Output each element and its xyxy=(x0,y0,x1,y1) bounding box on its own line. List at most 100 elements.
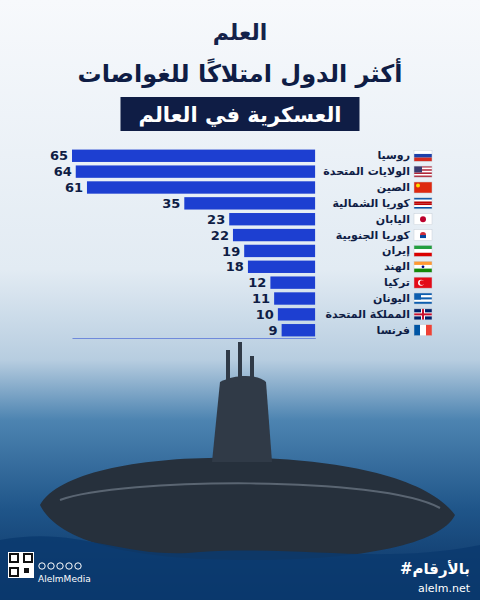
flag-part xyxy=(426,325,432,336)
flag-part xyxy=(414,265,432,269)
social-icon xyxy=(48,563,54,569)
flag-part xyxy=(414,150,432,154)
flag-part xyxy=(414,230,432,241)
data-label: 65 xyxy=(50,148,68,163)
bar xyxy=(87,181,315,193)
y-tick-label: كوريا الجنوبية xyxy=(336,229,411,242)
y-tick-label: روسيا xyxy=(377,149,410,162)
flag-part xyxy=(414,172,432,174)
logo: العلم xyxy=(213,20,267,45)
y-tick-label: اليونان xyxy=(373,292,410,305)
flag-part xyxy=(414,269,432,273)
flag-part xyxy=(414,302,432,304)
flag-part xyxy=(420,280,425,285)
data-label: 35 xyxy=(162,196,180,211)
submarine-sail xyxy=(212,376,272,462)
flag-part xyxy=(414,205,432,207)
bar xyxy=(184,197,315,209)
flag-part xyxy=(414,198,432,209)
flag-part xyxy=(414,198,432,200)
flag-part xyxy=(414,253,432,257)
flag-part xyxy=(422,309,424,320)
y-tick: الصين xyxy=(377,181,410,194)
qr-code xyxy=(8,552,34,578)
infographic: العلمأكثر الدول امتلاكًا للغواصاتالعسكري… xyxy=(0,0,480,600)
flag-part xyxy=(414,200,432,202)
bar xyxy=(248,261,315,273)
bar xyxy=(229,213,315,225)
bar xyxy=(244,245,315,257)
flag-part xyxy=(414,174,432,176)
flag-part xyxy=(414,214,432,225)
y-tick-label: الهند xyxy=(384,260,410,273)
qr-bg xyxy=(8,552,34,578)
submarine-mast xyxy=(226,350,230,380)
x-axis xyxy=(73,338,316,339)
submarine xyxy=(40,342,455,560)
social-icon xyxy=(75,563,81,569)
flag-part xyxy=(414,293,432,304)
flag xyxy=(414,261,432,272)
bar xyxy=(76,165,316,177)
flag-part xyxy=(414,166,422,172)
flag xyxy=(414,277,432,288)
qr-finder xyxy=(24,554,32,562)
qr-finder xyxy=(10,554,18,562)
flag-part xyxy=(414,277,432,288)
y-tick-label: اليابان xyxy=(376,213,410,226)
bar xyxy=(72,150,315,162)
flag-part xyxy=(414,245,432,256)
website: aleIm.net xyxy=(418,582,471,595)
flag-part xyxy=(414,158,432,162)
y-tick-label: كوريا الشمالية xyxy=(332,197,410,210)
data-label: 10 xyxy=(256,307,274,322)
flag-part xyxy=(414,325,420,336)
chart-container: العلمأكثر الدول امتلاكًا للغواصاتالعسكري… xyxy=(0,0,480,600)
hashtag: #بالأرقام xyxy=(400,560,470,578)
flag-part xyxy=(414,230,432,241)
y-tick: روسيا xyxy=(377,149,410,162)
flag-part xyxy=(422,265,425,268)
flag-part xyxy=(414,150,432,161)
y-tick: اليونان xyxy=(373,292,410,305)
flag xyxy=(414,230,432,241)
flag xyxy=(414,245,432,256)
y-axis: روسيا الولايات المتحدة الصين كوريا الشمالية… xyxy=(323,149,410,336)
flag-part xyxy=(414,309,432,320)
data-label: 64 xyxy=(54,164,72,179)
flag-part xyxy=(414,293,421,300)
y-tick-label: الصين xyxy=(377,181,410,194)
flag xyxy=(414,309,432,320)
y-tick: المملكة المتحدة xyxy=(325,308,410,321)
y-tick-label: فرنسا xyxy=(377,324,411,337)
flag-part xyxy=(414,154,432,158)
flag-part xyxy=(418,280,424,286)
y-tick-label: تركيا xyxy=(384,276,410,289)
bar xyxy=(282,324,316,336)
subtitle-box xyxy=(121,97,360,131)
flag xyxy=(414,182,432,193)
flag-part xyxy=(414,203,432,205)
y-tick: اليابان xyxy=(376,213,410,226)
y-tick: كوريا الجنوبية xyxy=(336,229,411,242)
social-icon xyxy=(57,563,63,569)
social-icon xyxy=(66,563,72,569)
flag-part xyxy=(414,245,432,249)
background xyxy=(0,0,480,600)
social-icon xyxy=(39,563,45,569)
data-label: 22 xyxy=(211,228,229,243)
x-axis-line xyxy=(73,338,316,339)
flag-part xyxy=(414,261,432,265)
data-label: 12 xyxy=(248,275,266,290)
flag-part xyxy=(414,249,432,253)
submarine-mast xyxy=(250,356,254,380)
flag-part xyxy=(420,216,426,222)
bar xyxy=(278,308,315,320)
y-tick: تركيا xyxy=(384,276,410,289)
flag-part xyxy=(420,325,426,336)
flag xyxy=(414,293,432,304)
y-tick-label: الولايات المتحدة xyxy=(323,165,410,178)
data-label: 61 xyxy=(65,180,83,195)
data-labels: 65646135232219181211109 xyxy=(50,148,278,337)
flag-part xyxy=(414,300,432,302)
